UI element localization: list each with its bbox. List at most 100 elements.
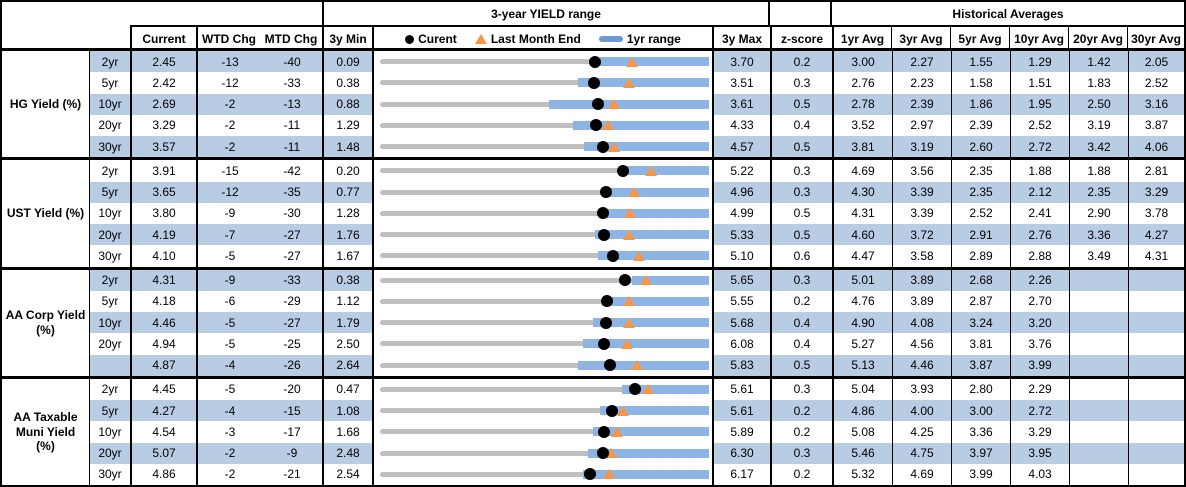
mtd-chg-cell: -27	[262, 312, 324, 334]
range-chart-cell	[374, 400, 714, 422]
range-chart-cell	[374, 442, 714, 464]
max-3y-cell: 3.51	[714, 72, 772, 94]
range-chart-cell	[374, 136, 714, 158]
current-yield-cell: 4.94	[132, 333, 198, 355]
avg-cell: 2.35	[952, 181, 1011, 203]
current-dot-marker	[603, 359, 616, 372]
avg-cell: 4.25	[893, 421, 952, 443]
avg-cell: 2.68	[952, 269, 1011, 291]
range-track	[380, 122, 709, 128]
avg-cell: 4.86	[834, 400, 893, 422]
wtd-chg-cell: -2	[198, 93, 262, 115]
range-track	[380, 429, 709, 435]
table-row: 5yr 4.27 -4 -15 1.08 5.61 0.2 4.86 4.00 3.00 2.72	[2, 400, 1184, 422]
avg-cell: 1.88	[1070, 160, 1129, 182]
max-3y-cell: 4.57	[714, 136, 772, 158]
tenor-cell: 30yr	[90, 136, 132, 158]
avg-cell: 1.29	[1011, 51, 1070, 73]
z-score-cell: 0.3	[772, 181, 834, 203]
max-3y-cell: 3.70	[714, 51, 772, 73]
wtd-chg-cell: -2	[198, 136, 262, 158]
avg-cell: 4.56	[893, 333, 952, 355]
mtd-chg-cell: -20	[262, 378, 324, 400]
avg-cell: 3.19	[893, 136, 952, 158]
tenor-cell	[90, 354, 132, 376]
mtd-chg-cell: -17	[262, 421, 324, 443]
current-dot-marker	[597, 207, 610, 220]
mtd-chg-cell: -11	[262, 114, 324, 136]
bullet-plot	[380, 224, 709, 245]
current-dot-marker	[607, 249, 620, 262]
avg-cell: 2.23	[893, 72, 952, 94]
current-yield-cell: 4.87	[132, 354, 198, 376]
range-track	[380, 59, 709, 65]
avg-cell: 3.87	[1144, 118, 1169, 133]
bullet-plot	[380, 51, 709, 72]
last-month-end-marker	[610, 426, 623, 437]
one-year-range-bar	[583, 469, 709, 479]
min-3y-cell: 1.08	[324, 400, 374, 422]
avg-cell: 2.05	[1129, 51, 1184, 73]
max-3y-cell: 5.61	[714, 400, 772, 422]
min-3y-cell: 0.47	[324, 378, 374, 400]
min-3y-cell: 1.48	[324, 136, 374, 158]
min-3y-cell: 1.28	[324, 202, 374, 224]
avg-cell: 3.99	[952, 463, 1011, 485]
avg-cell	[1129, 442, 1184, 464]
avg-cell: 3.39	[893, 202, 952, 224]
tenor-cell: 10yr	[90, 202, 132, 224]
current-dot-marker	[588, 76, 601, 89]
range-track	[380, 210, 709, 216]
min-3y-cell: 1.29	[324, 114, 374, 136]
tenor-cell: 10yr	[90, 93, 132, 115]
min-3y-cell: 0.09	[324, 51, 374, 73]
last-month-end-marker	[627, 187, 640, 198]
column-header-wtd-mtd: WTD Chg MTD Chg	[196, 25, 322, 51]
tenor-cell: 20yr	[90, 333, 132, 355]
z-score-cell: 0.5	[772, 224, 834, 246]
table-row: 5yr 4.18 -6 -29 1.12 5.55 0.2 4.76 3.89 2.87 2.70	[2, 290, 1184, 312]
avg-cell	[1129, 379, 1184, 400]
current-dot-marker	[601, 295, 614, 308]
avg-cell: 4.31	[834, 202, 893, 224]
min-3y-cell: 1.67	[324, 245, 374, 267]
max-3y-cell: 5.22	[714, 160, 772, 182]
avg-cell: 2.50	[1070, 93, 1129, 115]
current-yield-cell: 4.27	[132, 400, 198, 422]
current-yield-cell: 4.46	[132, 312, 198, 334]
z-score-cell: 0.2	[772, 421, 834, 443]
group-label: AA Taxable Muni Yield (%)	[2, 378, 90, 485]
last-month-end-marker	[608, 141, 621, 152]
max-3y-cell: 5.89	[714, 421, 772, 443]
column-header-3y-min: 3y Min	[322, 25, 372, 51]
bullet-plot	[380, 379, 709, 400]
max-3y-cell: 5.33	[714, 224, 772, 246]
mtd-chg-cell: -26	[262, 354, 324, 376]
tenor-cell: 30yr	[90, 463, 132, 485]
avg-cell: 4.27	[1129, 224, 1184, 246]
range-track	[380, 450, 709, 456]
avg-cell: 2.39	[893, 93, 952, 115]
avg-cell: 2.52	[952, 202, 1011, 224]
group-section: UST Yield (%) 2yr 3.91 -15 -42 0.20 5.22 0.3 4.6…	[2, 160, 1184, 270]
bullet-plot	[380, 245, 709, 266]
tenor-cell: 20yr	[90, 442, 132, 464]
column-header-20yr-avg: 20yr Avg	[1068, 25, 1127, 51]
current-dot-icon	[405, 34, 415, 44]
avg-cell: 3.00	[834, 51, 893, 73]
max-3y-cell: 6.08	[714, 333, 772, 355]
table-row: 2yr 3.91 -15 -42 0.20 5.22 0.3 4.69 3.56 2.35 1.88…	[2, 160, 1184, 182]
avg-cell: 4.00	[893, 400, 952, 422]
current-dot-marker	[589, 55, 602, 68]
avg-cell: 3.56	[893, 160, 952, 182]
avg-cell: 4.06	[1129, 136, 1184, 158]
wtd-chg-cell: -12	[198, 181, 262, 203]
max-3y-cell: 6.30	[714, 442, 772, 464]
wtd-chg-cell: -13	[198, 51, 262, 73]
avg-cell: 3.76	[1011, 333, 1070, 355]
current-yield-cell: 4.86	[132, 463, 198, 485]
tenor-cell: 5yr	[90, 72, 132, 94]
avg-cell: 2.81	[1144, 163, 1169, 178]
table-row: 10yr 4.46 -5 -27 1.79 5.68 0.4 4.90 4.08 3.24 3.20	[2, 312, 1184, 334]
current-yield-cell: 4.10	[132, 245, 198, 267]
